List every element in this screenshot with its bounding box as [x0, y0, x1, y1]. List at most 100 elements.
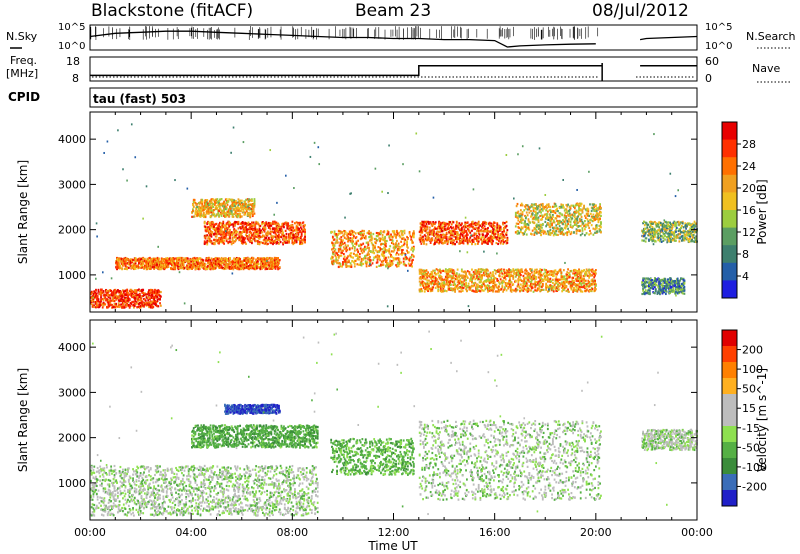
echo-cell [377, 246, 380, 249]
echo-cell [482, 239, 485, 243]
echo-cell [343, 232, 346, 236]
echo-cell [285, 236, 288, 239]
echo-cell [428, 282, 430, 285]
echo-cell [210, 257, 213, 260]
echo-cell [471, 220, 474, 223]
echo-cell [304, 230, 306, 234]
echo-cell [254, 231, 257, 234]
echo-cell [222, 233, 225, 236]
echo-cell [383, 246, 386, 249]
echo-cell [227, 264, 230, 267]
echo-cell [466, 233, 469, 236]
echo-cell [296, 225, 299, 228]
echo-cell [210, 215, 213, 218]
echo-cell [208, 232, 211, 235]
noise-tick-top-right: 10^5 [705, 22, 732, 33]
nsearch-label: N.Search [746, 30, 796, 43]
echo-cell [244, 237, 247, 240]
echo-cell [443, 226, 446, 230]
echo-cell [442, 269, 445, 273]
echo-cell [439, 223, 442, 227]
echo-cell [122, 299, 125, 303]
echo-cell [462, 242, 465, 245]
echo-cell [373, 252, 376, 255]
echo-cell [225, 232, 228, 235]
echo-cell [235, 221, 238, 224]
echo-cell [440, 284, 443, 287]
echo-cell [235, 199, 237, 203]
echo-cell [236, 213, 239, 216]
power-echoes [90, 123, 698, 309]
echo-cell [451, 243, 454, 246]
echo-cell [210, 235, 213, 238]
echo-cell [412, 248, 415, 251]
echo-cell [97, 290, 100, 293]
echo-cell [263, 238, 266, 241]
echo-cell [227, 227, 230, 230]
echo-cell [365, 265, 368, 268]
echo-cell [135, 290, 138, 294]
echo-cell [423, 234, 426, 237]
echo-cell [351, 242, 354, 245]
echo-cell [158, 257, 161, 260]
echo-cell [223, 231, 226, 234]
echo-cell [213, 212, 215, 215]
echo-cell [505, 224, 508, 228]
echo-cell [138, 290, 141, 293]
echo-cell [241, 263, 244, 266]
echo-cell [452, 288, 455, 292]
echo-cell [406, 240, 408, 243]
echo-cell [215, 199, 218, 202]
echo-cell [348, 230, 351, 233]
echo-cell [391, 230, 394, 233]
echo-cell [397, 242, 400, 245]
echo-cell [400, 261, 403, 264]
echo-cell [396, 231, 398, 234]
echo-cell [147, 296, 150, 299]
echo-cell [385, 242, 387, 245]
echo-cell [441, 230, 444, 233]
echo-cell [127, 292, 129, 295]
echo-cell [96, 295, 99, 298]
echo-cell [332, 262, 335, 265]
echo-cell [198, 205, 201, 208]
nsky-series-line [89, 30, 698, 48]
echo-cell [422, 273, 424, 276]
echo-cell [434, 227, 437, 230]
echo-cell [384, 235, 387, 239]
echo-cell [431, 230, 434, 234]
echo-cell [447, 284, 450, 287]
echo-cell [451, 272, 454, 275]
echo-cell [344, 248, 347, 251]
echo-cell [442, 278, 445, 282]
echo-cell [466, 241, 469, 244]
echo-cell [360, 231, 363, 235]
echo-cell [90, 296, 93, 299]
echo-cell [346, 260, 349, 263]
echo-cell [352, 233, 354, 237]
echo-cell [262, 222, 265, 225]
echo-cell [431, 288, 434, 291]
echo-cell [452, 226, 455, 229]
echo-cell [122, 301, 125, 304]
echo-cell [400, 240, 403, 243]
echo-cell [375, 255, 378, 259]
echo-cell [259, 231, 262, 234]
echo-cell [464, 221, 467, 224]
echo-cell [236, 205, 239, 208]
echo-cell [278, 262, 280, 265]
echo-cell [303, 227, 306, 230]
echo-cell [412, 233, 415, 237]
echo-cell [332, 246, 335, 250]
freq-tick-top: 18 [66, 55, 80, 68]
echo-cell [339, 263, 342, 266]
echo-cell [411, 265, 414, 268]
echo-cell [269, 256, 272, 260]
echo-cell [487, 230, 489, 233]
echo-cell [286, 239, 289, 243]
echo-cell [470, 225, 473, 228]
echo-cell [385, 256, 387, 259]
echo-cell [205, 230, 208, 233]
echo-cell [241, 239, 244, 242]
echo-cell [186, 265, 188, 268]
